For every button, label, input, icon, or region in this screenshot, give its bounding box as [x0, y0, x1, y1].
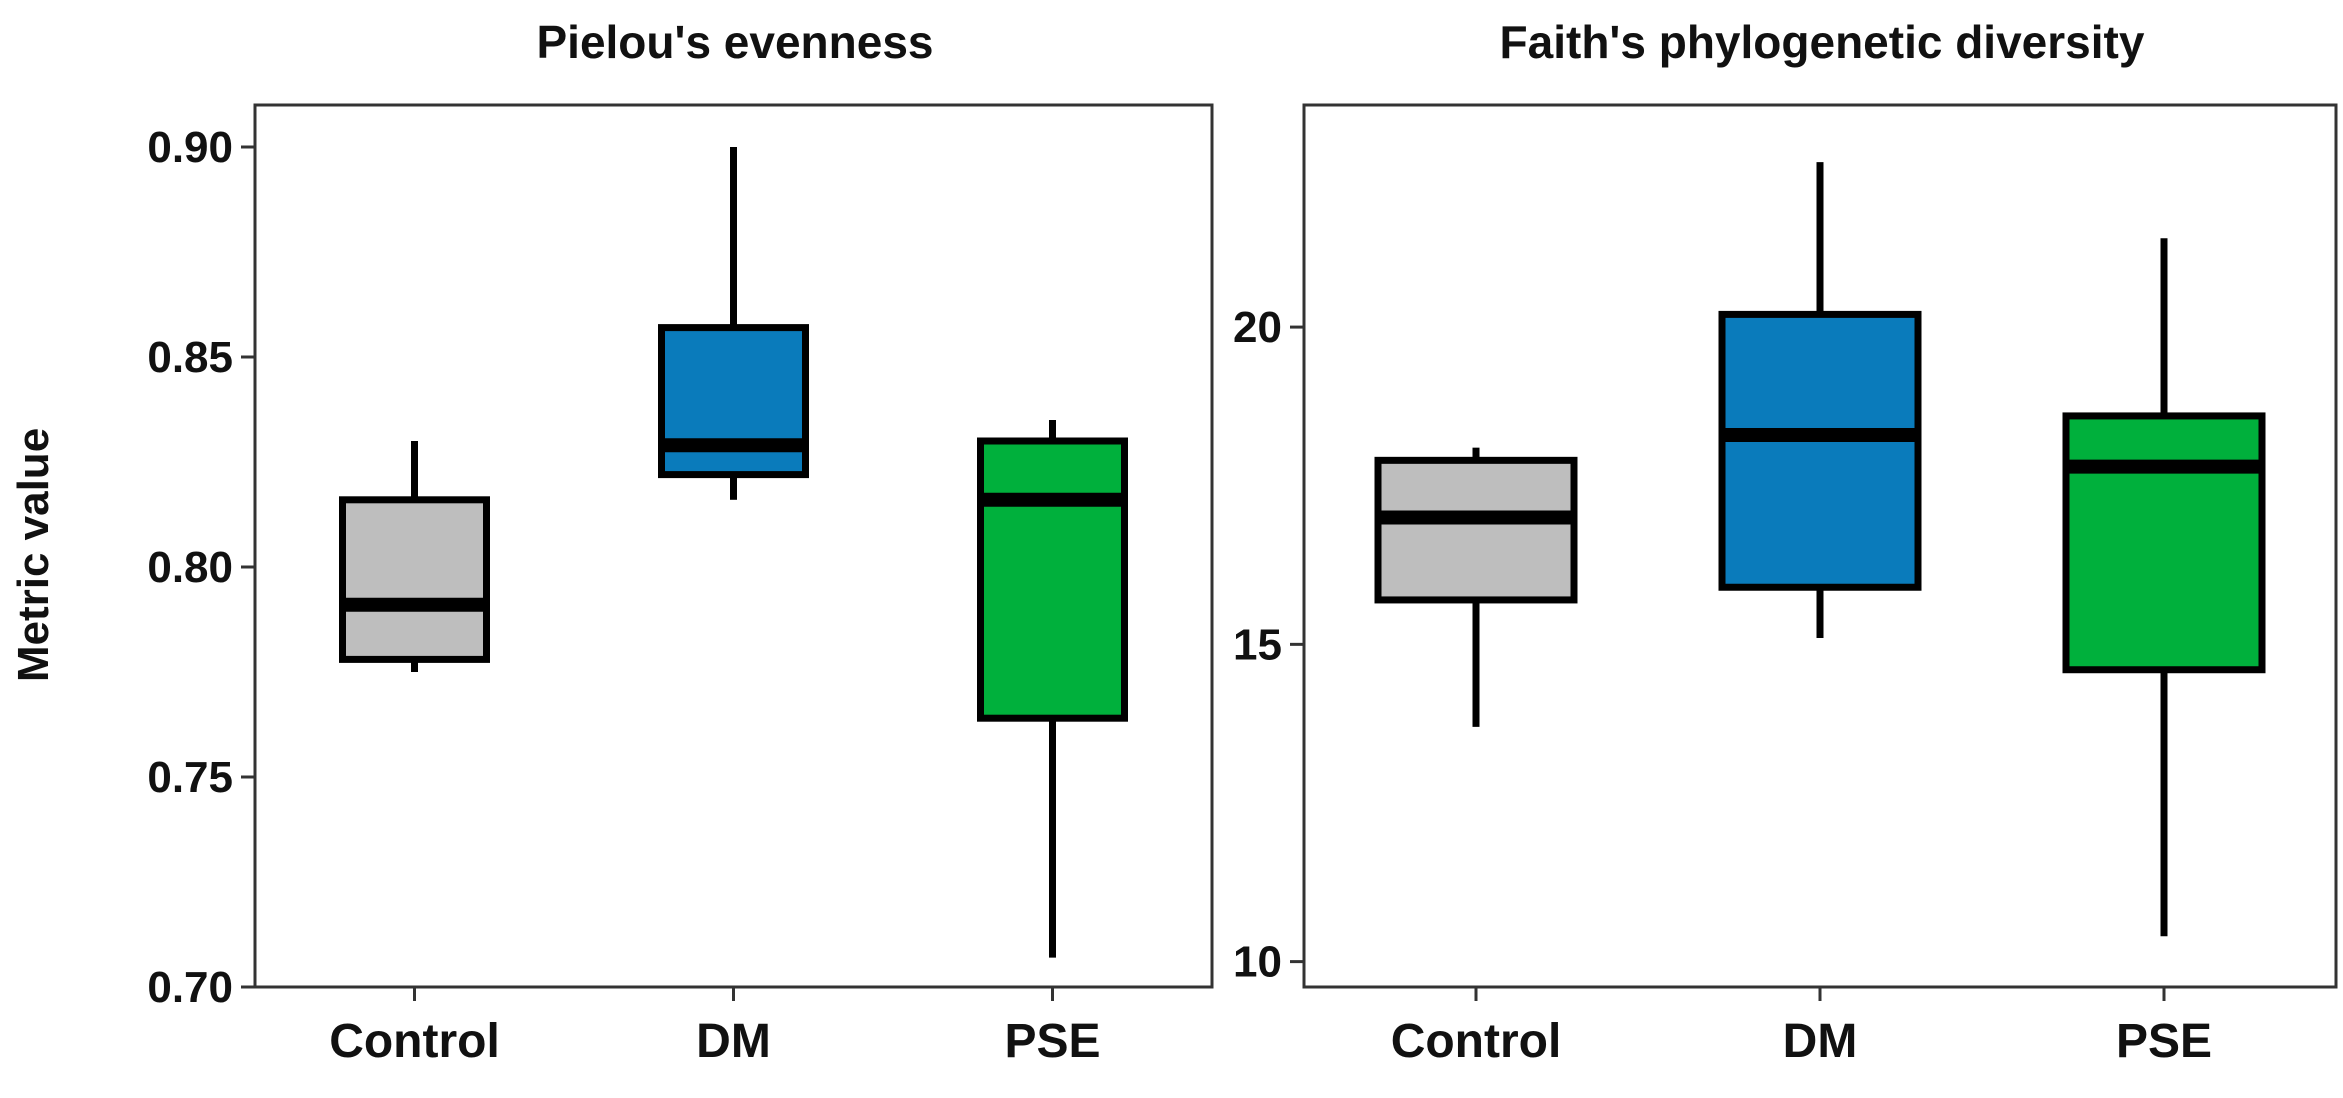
y-tick-label: 20	[1233, 303, 1282, 352]
y-axis: 10 15 20	[1233, 303, 1304, 987]
x-tick-label: Control	[1391, 1015, 1562, 1068]
panel-pielou: Pielou's evenness 0.70 0.75 0.80 0.85 0.90 C…	[147, 16, 1214, 1068]
x-tick-label: DM	[696, 1015, 771, 1068]
y-axis-label: Metric value	[9, 428, 58, 682]
y-tick-label: 0.80	[147, 543, 233, 592]
box-pse	[2062, 412, 2266, 674]
y-tick-label: 10	[1233, 938, 1282, 987]
box-dm	[658, 324, 809, 479]
box-dm	[1718, 310, 1922, 591]
y-tick-label: 0.75	[147, 753, 233, 802]
y-tick-label: 0.70	[147, 963, 233, 1012]
x-tick-label: DM	[1783, 1015, 1858, 1068]
y-tick-label: 0.85	[147, 333, 233, 382]
panel-title: Faith's phylogenetic diversity	[1500, 16, 2145, 68]
panel-title: Pielou's evenness	[536, 16, 933, 68]
box-control	[339, 496, 490, 663]
x-axis: Control DM PSE	[1391, 987, 2212, 1068]
box-pse	[977, 437, 1128, 722]
y-axis: 0.70 0.75 0.80 0.85 0.90	[147, 123, 255, 1012]
y-tick-label: 0.90	[147, 123, 233, 172]
y-tick-label: 15	[1233, 620, 1282, 669]
boxes	[1374, 162, 2266, 937]
x-tick-label: Control	[329, 1015, 500, 1068]
box-control	[1374, 456, 1578, 604]
x-tick-label: PSE	[2116, 1015, 2212, 1068]
boxes	[339, 147, 1128, 958]
x-axis: Control DM PSE	[329, 987, 1101, 1068]
panel-faith: Faith's phylogenetic diversity 10 15 20 Co…	[1233, 16, 2338, 1068]
x-tick-label: PSE	[1004, 1015, 1100, 1068]
